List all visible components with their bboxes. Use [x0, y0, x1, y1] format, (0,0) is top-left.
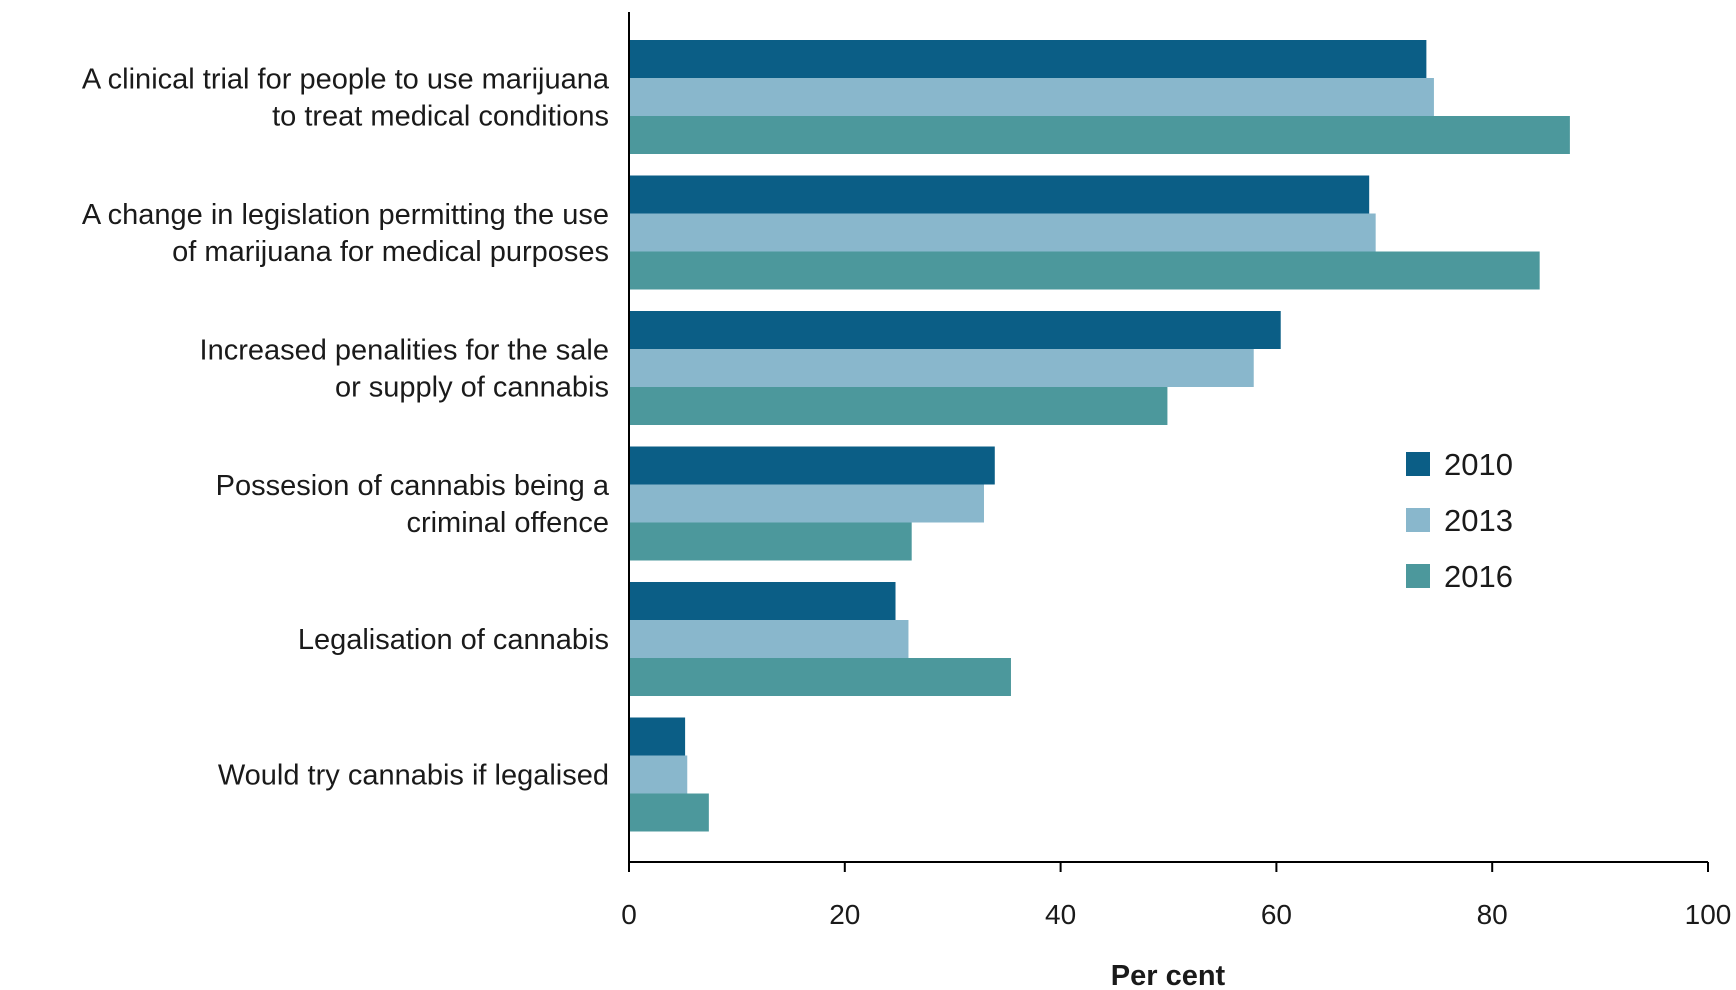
- legend-label-2010: 2010: [1444, 447, 1513, 482]
- axes-group: [628, 12, 1708, 863]
- x-tick-label-0: 0: [621, 899, 637, 930]
- category-label-1-line-0: A change in legislation permitting the u…: [82, 199, 609, 231]
- x-ticks-group: 0 20 40 60 80 100: [621, 862, 1731, 930]
- bars-group: [629, 40, 1570, 832]
- category-labels: A clinical trial for people to use marij…: [82, 64, 610, 792]
- legend-swatch-2013: [1406, 508, 1430, 532]
- bar-2010-4: [629, 582, 896, 620]
- bar-2016-4: [629, 658, 1011, 696]
- category-label-5-line-0: Would try cannabis if legalised: [218, 760, 609, 792]
- legend-label-2016: 2016: [1444, 559, 1513, 594]
- legend-swatch-2010: [1406, 452, 1430, 476]
- bar-2010-2: [629, 311, 1281, 349]
- category-label-3-line-0: Possesion of cannabis being a: [216, 470, 610, 502]
- bar-2013-3: [629, 484, 984, 523]
- x-tick-label-40: 40: [1045, 899, 1076, 930]
- x-tick-label-20: 20: [829, 899, 860, 930]
- bar-2013-4: [629, 620, 909, 658]
- bar-2016-3: [629, 522, 912, 561]
- category-label-2-line-1: or supply of cannabis: [335, 372, 609, 404]
- x-tick-label-80: 80: [1477, 899, 1508, 930]
- bar-2016-0: [629, 116, 1570, 154]
- bar-2016-2: [629, 387, 1168, 425]
- bar-2010-5: [629, 717, 686, 756]
- bar-2010-3: [629, 446, 995, 485]
- legend: 2010 2013 2016: [1406, 447, 1513, 594]
- category-label-1-line-1: of marijuana for medical purposes: [172, 236, 609, 268]
- category-label-0-line-0: A clinical trial for people to use marij…: [82, 64, 610, 96]
- bar-2016-1: [629, 251, 1540, 290]
- bar-2013-1: [629, 213, 1376, 252]
- category-label-3-line-1: criminal offence: [406, 507, 609, 539]
- category-label-4-line-0: Legalisation of cannabis: [298, 624, 609, 656]
- bar-2013-5: [629, 755, 688, 794]
- category-label-2-line-0: Increased penalities for the sale: [200, 335, 609, 367]
- category-label-0-line-1: to treat medical conditions: [272, 101, 609, 133]
- bar-2010-1: [629, 175, 1370, 214]
- legend-label-2013: 2013: [1444, 503, 1513, 538]
- bar-2013-0: [629, 78, 1434, 116]
- x-axis-title: Per cent: [1111, 960, 1226, 990]
- x-tick-label-100: 100: [1685, 899, 1732, 930]
- x-tick-label-60: 60: [1261, 899, 1292, 930]
- legend-swatch-2016: [1406, 564, 1430, 588]
- bar-2010-0: [629, 40, 1427, 78]
- bar-2016-5: [629, 793, 709, 832]
- bar-2013-2: [629, 349, 1254, 387]
